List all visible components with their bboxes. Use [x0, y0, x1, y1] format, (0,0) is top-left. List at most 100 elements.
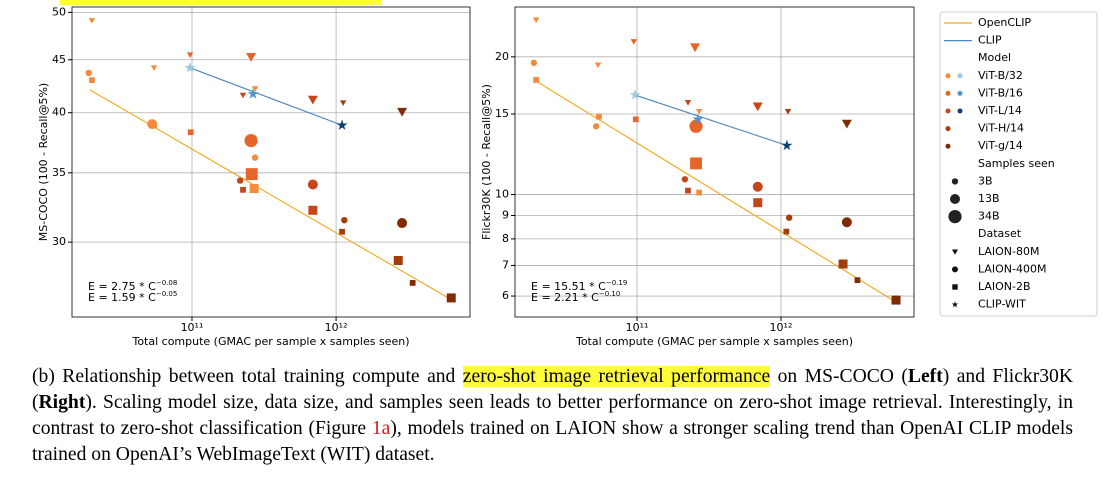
- y-tick-label: 40: [52, 106, 66, 119]
- data-point: [632, 116, 639, 123]
- y-axis-label: MS-COCO (100 - Recall@5%): [37, 83, 50, 241]
- data-point: [409, 280, 416, 286]
- legend-marker: [945, 143, 951, 149]
- data-point: [753, 198, 763, 208]
- equation-exponent: −0.19: [606, 279, 627, 287]
- legend-label: LAION-80M: [978, 245, 1040, 258]
- figure-link[interactable]: 1a: [371, 418, 391, 439]
- fit-line: [89, 89, 452, 301]
- data-point: [692, 113, 704, 125]
- legend-marker: [952, 249, 958, 255]
- data-point: [696, 189, 702, 196]
- legend-marker: [945, 73, 951, 79]
- fit-line: [537, 81, 897, 303]
- equation-text: E = 2.21 * C: [531, 291, 599, 304]
- caption-text: ) and Flickr30K (: [32, 366, 1073, 413]
- legend-label: ViT-B/16: [978, 86, 1023, 99]
- data-point: [339, 100, 347, 106]
- legend-marker: [951, 301, 959, 308]
- data-point: [249, 183, 259, 193]
- legend-marker: [957, 73, 963, 79]
- data-point: [239, 92, 247, 99]
- fit-equation: E = 2.21 * C−0.10: [531, 290, 620, 304]
- legend-label: 3B: [978, 174, 993, 187]
- data-point: [251, 154, 259, 161]
- data-point: [446, 293, 456, 303]
- data-point: [689, 119, 703, 133]
- legend-title: Dataset: [978, 227, 1022, 240]
- y-tick-label: 35: [52, 166, 66, 179]
- data-point: [339, 228, 345, 235]
- data-point: [247, 88, 259, 99]
- data-point: [308, 205, 318, 215]
- data-point: [685, 187, 691, 194]
- legend-label: ViT-H/14: [978, 122, 1024, 135]
- data-point: [838, 259, 848, 269]
- data-point: [592, 123, 600, 130]
- data-point: [89, 77, 95, 84]
- data-point: [690, 43, 701, 53]
- caption-text: ). Scaling model size, data size, and sa…: [32, 392, 1073, 439]
- fit-equation: E = 2.75 * C−0.08: [88, 279, 177, 293]
- fit-line: [189, 67, 343, 126]
- legend-title: Samples seen: [978, 157, 1055, 170]
- legend-label: LAION-400M: [978, 262, 1047, 275]
- data-point: [88, 18, 96, 24]
- data-point: [397, 107, 408, 117]
- x-tick-label: 10¹¹: [181, 321, 204, 334]
- y-tick-label: 6: [502, 289, 509, 302]
- legend-marker: [950, 194, 960, 204]
- data-point: [891, 295, 901, 305]
- x-tick-label: 10¹²: [325, 321, 348, 334]
- y-tick-label: 15: [495, 107, 509, 120]
- data-point: [785, 214, 793, 221]
- data-point: [245, 168, 258, 181]
- caption-text: on MS-COCO (: [770, 366, 908, 387]
- legend-marker: [952, 266, 958, 273]
- data-point: [781, 139, 793, 151]
- plot-frame: [514, 6, 915, 318]
- data-point: [244, 133, 258, 148]
- y-tick-label: 45: [52, 53, 66, 66]
- legend-marker: [951, 178, 959, 185]
- caption: (b) Relationship between total training …: [32, 364, 1073, 468]
- data-point: [151, 122, 157, 129]
- data-point: [307, 179, 318, 190]
- data-point: [393, 255, 403, 265]
- caption-text: (b) Relationship between total training …: [32, 366, 463, 387]
- legend-label: OpenCLIP: [978, 16, 1031, 29]
- legend-label: ViT-B/32: [978, 69, 1023, 82]
- data-point: [236, 177, 244, 184]
- data-point: [307, 95, 318, 105]
- data-point: [530, 59, 538, 67]
- data-point: [630, 39, 638, 45]
- fit-equation: E = 15.51 * C−0.19: [531, 279, 627, 293]
- y-axis-label: Flickr30K (100 - Recall@5%): [480, 84, 493, 240]
- data-point: [85, 69, 92, 77]
- data-point: [596, 113, 602, 120]
- y-tick-label: 10: [495, 188, 509, 201]
- y-tick-label: 20: [495, 50, 509, 63]
- y-tick-label: 9: [502, 208, 509, 221]
- equation-exponent: −0.05: [156, 290, 177, 298]
- data-point: [336, 119, 348, 130]
- data-point: [532, 17, 540, 23]
- data-point: [246, 53, 257, 62]
- legend-marker: [945, 108, 951, 114]
- data-point: [684, 100, 692, 106]
- legend-title: Model: [978, 51, 1011, 64]
- data-point: [251, 86, 259, 92]
- equation-exponent: −0.10: [599, 290, 620, 298]
- legend-label: ViT-g/14: [978, 139, 1023, 152]
- y-tick-label: 7: [502, 258, 509, 271]
- data-point: [784, 108, 792, 115]
- data-point: [187, 129, 194, 136]
- y-tick-label: 50: [52, 5, 66, 18]
- legend-label: CLIP-WIT: [978, 298, 1026, 311]
- y-tick-label: 30: [52, 235, 66, 248]
- legend-label: 13B: [978, 192, 1000, 205]
- data-point: [184, 62, 196, 73]
- legend-label: CLIP: [978, 34, 1002, 47]
